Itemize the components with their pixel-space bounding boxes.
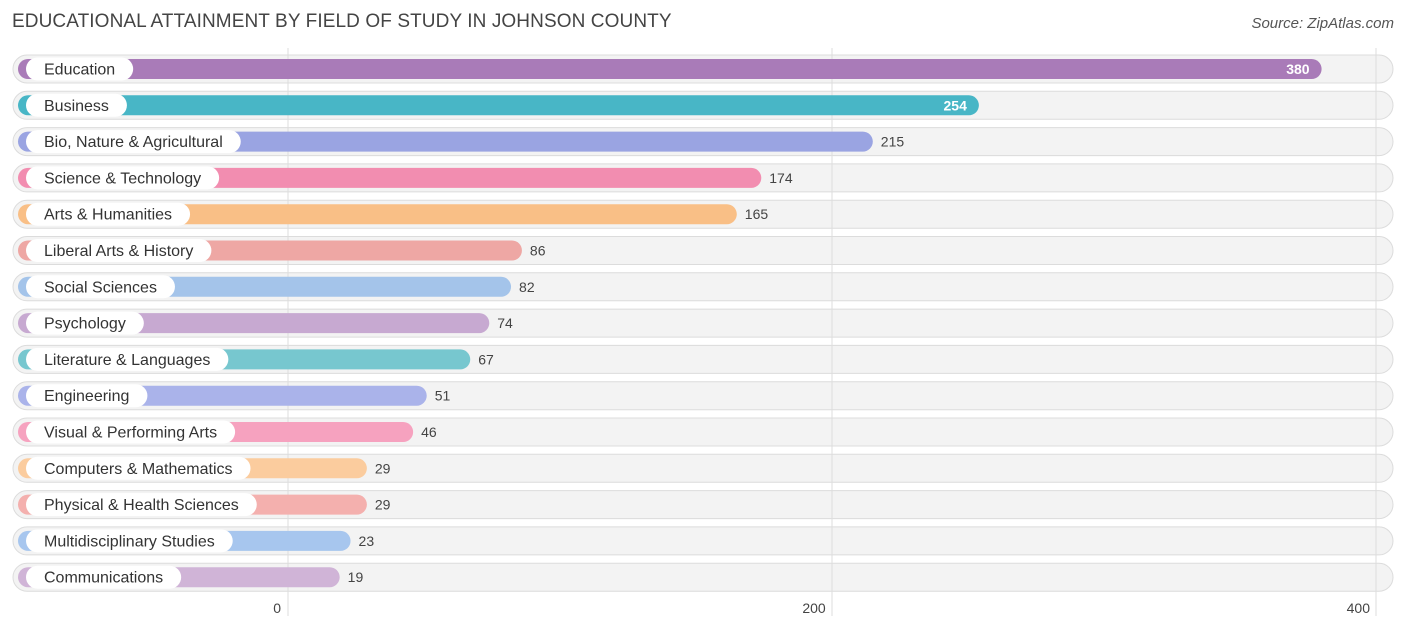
chart-title: EDUCATIONAL ATTAINMENT BY FIELD OF STUDY… bbox=[12, 11, 672, 32]
category-label: Literature & Languages bbox=[44, 352, 210, 369]
value-label: 215 bbox=[881, 134, 905, 150]
value-label: 380 bbox=[1286, 61, 1310, 77]
category-label-pill bbox=[26, 93, 127, 117]
value-label: 46 bbox=[421, 424, 437, 440]
category-label-pill bbox=[26, 202, 191, 226]
category-label: Science & Technology bbox=[44, 170, 201, 187]
category-label-pill bbox=[26, 239, 212, 262]
category-label: Communications bbox=[44, 570, 163, 587]
category-label: Multidisciplinary Studies bbox=[44, 533, 215, 550]
category-label-pill bbox=[26, 347, 229, 371]
category-label-pill bbox=[26, 166, 220, 190]
category-label: Bio, Nature & Agricultural bbox=[44, 134, 223, 151]
chart-source: Source: ZipAtlas.com bbox=[1251, 15, 1394, 32]
value-label: 82 bbox=[519, 279, 535, 295]
category-label-pill bbox=[26, 311, 144, 335]
x-tick-label: 400 bbox=[1347, 600, 1371, 616]
value-label: 67 bbox=[478, 351, 494, 367]
category-label-pill bbox=[26, 529, 233, 553]
ticks-layer: 0 200 400 bbox=[273, 600, 1370, 616]
bars-layer: Education 380 Business 254 Bio, Nature & Agr… bbox=[18, 57, 1322, 589]
category-label-pill bbox=[26, 420, 236, 444]
category-label-pill bbox=[26, 565, 182, 589]
bar bbox=[18, 59, 1322, 79]
x-tick-label: 0 bbox=[273, 600, 281, 616]
value-label: 254 bbox=[944, 97, 968, 113]
category-label: Social Sciences bbox=[44, 279, 157, 296]
category-label: Computers & Mathematics bbox=[44, 461, 233, 478]
value-label: 19 bbox=[348, 569, 364, 585]
category-label-pill bbox=[26, 384, 148, 408]
row-background bbox=[12, 526, 1394, 556]
category-label: Arts & Humanities bbox=[44, 207, 172, 224]
value-label: 29 bbox=[375, 460, 391, 476]
category-label: Business bbox=[44, 98, 109, 115]
value-label: 23 bbox=[359, 533, 375, 549]
value-label: 165 bbox=[745, 206, 769, 222]
row-background bbox=[12, 562, 1394, 592]
bar bbox=[18, 95, 979, 116]
value-label: 51 bbox=[435, 388, 451, 404]
value-label: 74 bbox=[497, 315, 513, 331]
category-label-pill bbox=[26, 275, 175, 299]
category-label-pill bbox=[26, 130, 241, 154]
category-label-pill bbox=[26, 456, 251, 480]
value-label: 174 bbox=[769, 170, 793, 186]
category-label: Liberal Arts & History bbox=[44, 243, 193, 260]
category-label-pill bbox=[26, 493, 257, 517]
category-label: Physical & Health Sciences bbox=[44, 497, 239, 514]
bar bbox=[18, 204, 737, 225]
value-label: 29 bbox=[375, 497, 391, 513]
category-label-pill bbox=[26, 57, 134, 81]
category-label: Education bbox=[44, 62, 115, 79]
category-label: Visual & Performing Arts bbox=[44, 425, 217, 442]
x-tick-label: 200 bbox=[802, 600, 826, 616]
category-label: Engineering bbox=[44, 388, 129, 405]
value-label: 86 bbox=[530, 243, 546, 259]
category-label: Psychology bbox=[44, 316, 126, 333]
